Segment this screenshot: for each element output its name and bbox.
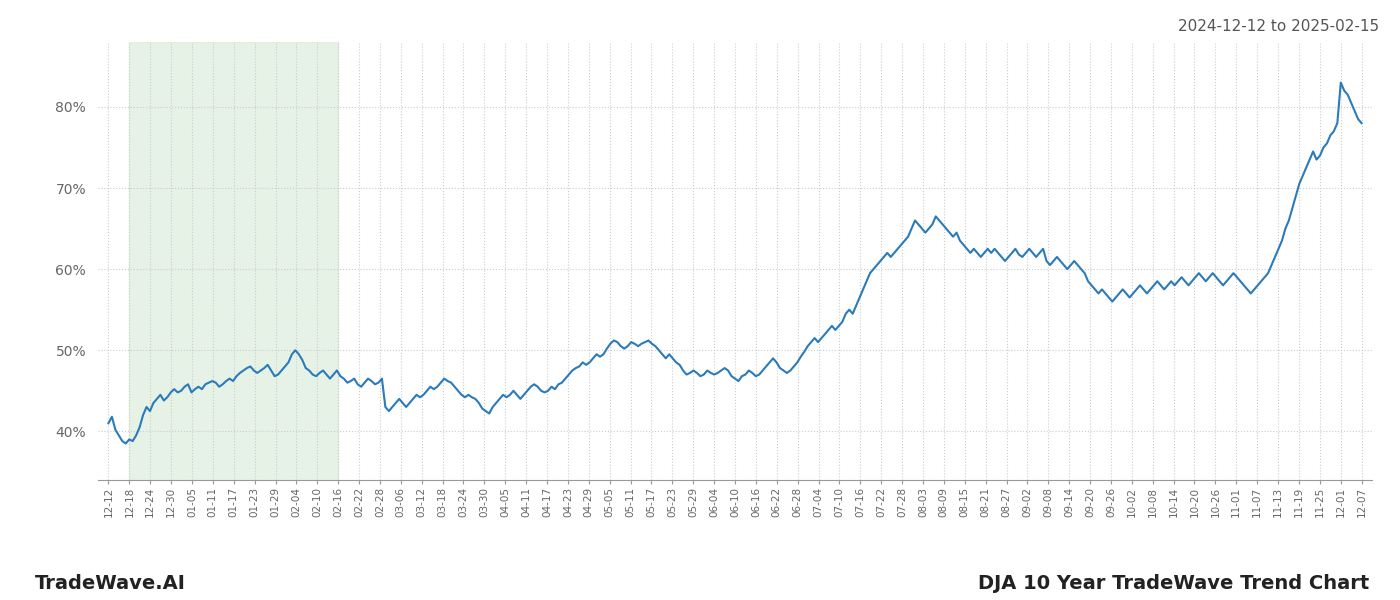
Bar	[129, 42, 339, 480]
Text: DJA 10 Year TradeWave Trend Chart: DJA 10 Year TradeWave Trend Chart	[979, 574, 1369, 593]
Text: 2024-12-12 to 2025-02-15: 2024-12-12 to 2025-02-15	[1177, 19, 1379, 34]
Text: TradeWave.AI: TradeWave.AI	[35, 574, 186, 593]
